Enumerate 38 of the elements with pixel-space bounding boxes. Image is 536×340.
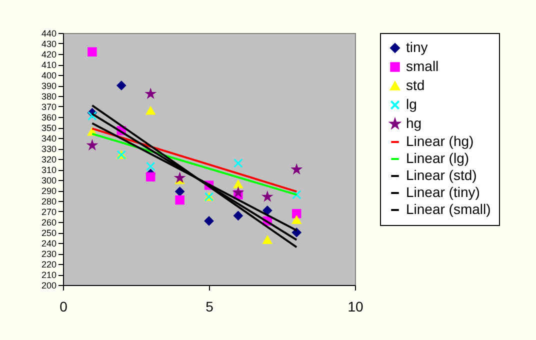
y-tick-label: 300 [41, 176, 56, 186]
y-tick-label: 250 [41, 228, 56, 238]
y-tick-label: 380 [41, 92, 56, 102]
y-tick-label: 400 [41, 70, 56, 80]
y-tick-label: 370 [41, 102, 56, 112]
legend-label: Linear (tiny) [406, 184, 480, 200]
y-tick-label: 260 [41, 218, 56, 228]
y-tick-label: 200 [41, 280, 56, 290]
y-tick-label: 230 [41, 249, 56, 259]
legend-label: Linear (small) [406, 201, 491, 217]
y-tick-label: 320 [41, 154, 56, 164]
y-tick-label: 420 [41, 50, 56, 60]
y-tick-label: 280 [41, 196, 56, 206]
y-tick-label: 340 [41, 134, 56, 144]
legend-label: Linear (lg) [406, 150, 470, 166]
y-tick-label: 350 [41, 123, 56, 133]
y-tick-label: 430 [41, 39, 56, 49]
legend-label: tiny [406, 39, 428, 55]
y-tick-label: 270 [41, 207, 56, 217]
y-tick-label: 310 [41, 165, 56, 175]
y-tick-label: 390 [41, 81, 56, 91]
x-tick-label: 10 [348, 298, 364, 314]
y-tick-label: 290 [41, 186, 56, 196]
x-tick-label: 5 [206, 298, 214, 314]
legend-label: small [406, 58, 439, 74]
y-tick-label: 330 [41, 144, 56, 154]
y-tick-label: 360 [41, 112, 56, 122]
y-tick-label: 240 [41, 238, 56, 248]
legend-label: std [406, 77, 425, 93]
legend-label: hg [406, 115, 422, 131]
legend-label: Linear (std) [406, 167, 477, 183]
y-tick-label: 440 [41, 28, 56, 38]
y-tick-label: 410 [41, 60, 56, 70]
legend-label: Linear (hg) [406, 133, 474, 149]
x-tick-label: 0 [60, 298, 68, 314]
y-tick-label: 210 [41, 270, 56, 280]
y-tick-label: 220 [41, 260, 56, 270]
legend-label: lg [406, 96, 417, 112]
